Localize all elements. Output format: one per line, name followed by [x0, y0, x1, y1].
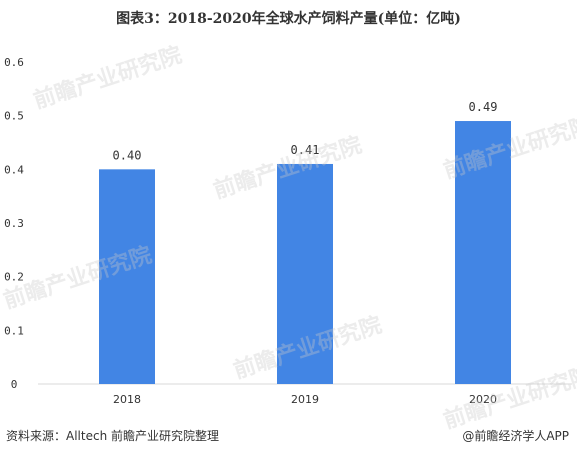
y-tick-label: 0.2: [4, 271, 24, 284]
bar-2018: [99, 169, 155, 384]
x-tick-label-2020: 2020: [469, 393, 497, 406]
data-label-2020: 0.49: [469, 100, 498, 114]
y-tick-label: 0.3: [4, 217, 24, 230]
bar-2020: [455, 121, 511, 385]
chart-title: 图表3：2018-2020年全球水产饲料产量(单位：亿吨): [116, 11, 461, 27]
y-tick-label: 0: [11, 378, 18, 391]
y-tick-label: 0.6: [4, 56, 24, 69]
x-tick-label-2018: 2018: [113, 393, 141, 406]
x-tick-label-2019: 2019: [291, 393, 319, 406]
y-tick-label: 0.4: [4, 163, 24, 176]
y-tick-label: 0.1: [4, 324, 24, 337]
y-tick-label: 0.5: [4, 110, 24, 123]
source-note: 资料来源：Alltech 前瞻产业研究院整理: [6, 429, 219, 443]
data-label-2018: 0.40: [113, 148, 142, 162]
bar-2019: [277, 163, 333, 384]
credit-note: @前瞻经济学人APP: [462, 429, 569, 443]
data-label-2019: 0.41: [291, 143, 320, 157]
